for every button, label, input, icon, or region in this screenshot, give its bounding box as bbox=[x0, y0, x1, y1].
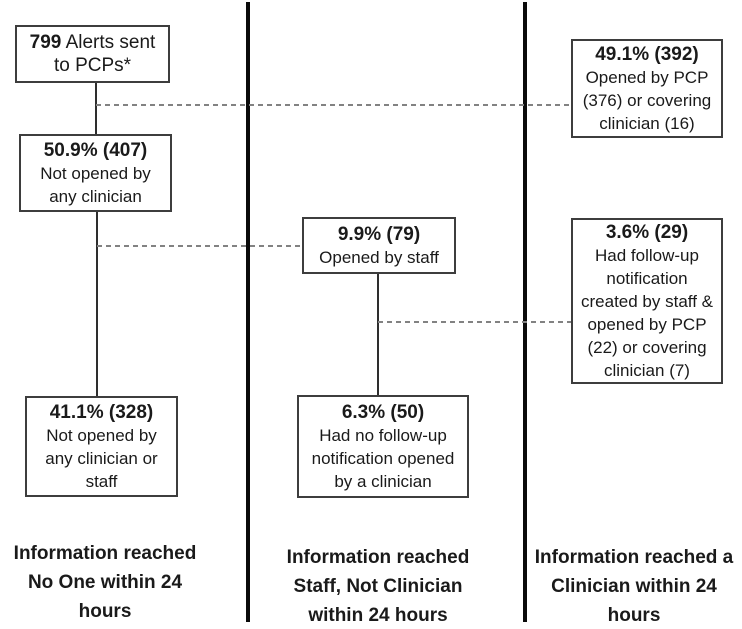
alerts-count: 799 bbox=[29, 32, 62, 53]
not-opened-clinician-title: 50.9% (407) bbox=[43, 139, 148, 161]
column-label-no-one: Information reached No One within 24 hou… bbox=[13, 543, 197, 622]
opened-by-pcp-title: 49.1% (392) bbox=[595, 43, 699, 65]
followup-created-body: Had follow-up notification created by st… bbox=[581, 245, 713, 380]
box-opened-by-pcp: 49.1% (392) Opened by PCP (376) or cover… bbox=[571, 39, 723, 138]
box-not-opened-clinician: 50.9% (407) Not opened by any clinician bbox=[19, 134, 172, 212]
dashed-connector-staff-to-followup bbox=[378, 321, 571, 323]
alerts-sent-text: 799 Alerts sent to PCPs* bbox=[19, 31, 166, 77]
no-followup-opened-title: 6.3% (50) bbox=[341, 401, 425, 423]
box-no-followup-opened: 6.3% (50) Had no follow-up notification … bbox=[297, 395, 469, 498]
connector-root-to-notopened bbox=[95, 82, 97, 134]
box-followup-created: 3.6% (29) Had follow-up notification cre… bbox=[571, 218, 723, 384]
no-followup-opened-body: Had no follow-up notification opened by … bbox=[311, 425, 455, 491]
dashed-connector-root-to-openedpcp bbox=[96, 104, 571, 106]
connector-notopened-to-bottom bbox=[96, 212, 98, 396]
box-opened-by-staff: 9.9% (79) Opened by staff bbox=[302, 217, 456, 274]
not-opened-anyone-title: 41.1% (328) bbox=[49, 401, 154, 423]
column-divider-right bbox=[523, 2, 527, 622]
connector-staff-to-nofollowup bbox=[377, 273, 379, 395]
column-label-staff-not-clinician: Information reached Staff, Not Clinician… bbox=[286, 547, 470, 626]
not-opened-clinician-body: Not opened by any clinician bbox=[40, 163, 151, 206]
not-opened-anyone-body: Not opened by any clinician or staff bbox=[45, 425, 158, 491]
box-alerts-sent: 799 Alerts sent to PCPs* bbox=[15, 25, 170, 83]
box-not-opened-anyone: 41.1% (328) Not opened by any clinician … bbox=[25, 396, 178, 497]
opened-by-staff-body: Opened by staff bbox=[319, 247, 439, 267]
column-label-clinician: Information reached a Clinician within 2… bbox=[534, 547, 734, 626]
column-divider-left bbox=[246, 2, 250, 622]
followup-created-title: 3.6% (29) bbox=[605, 221, 689, 243]
alerts-label: Alerts sent to PCPs* bbox=[53, 32, 156, 76]
opened-by-staff-title: 9.9% (79) bbox=[337, 223, 421, 245]
opened-by-pcp-body: Opened by PCP (376) or covering clinicia… bbox=[582, 67, 712, 133]
dashed-connector-notopened-to-staff bbox=[97, 245, 302, 247]
